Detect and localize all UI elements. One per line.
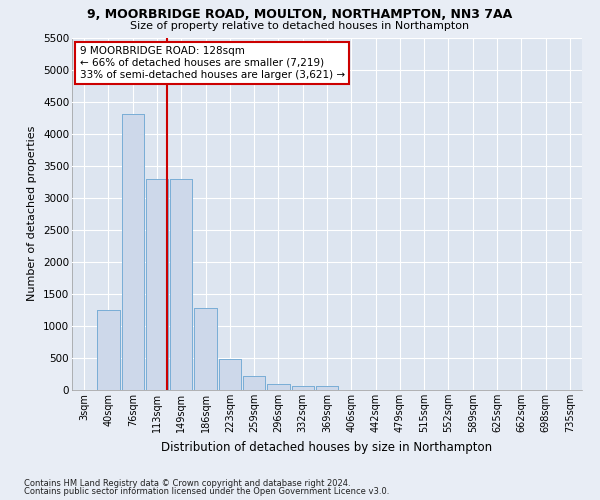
Bar bbox=[218, 358, 241, 390]
Bar bbox=[243, 376, 265, 390]
Bar bbox=[316, 386, 338, 390]
Bar bbox=[218, 358, 241, 390]
Bar bbox=[146, 178, 168, 390]
Bar bbox=[292, 386, 314, 390]
Bar bbox=[146, 178, 168, 390]
Bar bbox=[267, 384, 290, 390]
Text: Contains public sector information licensed under the Open Government Licence v3: Contains public sector information licen… bbox=[24, 487, 389, 496]
Bar bbox=[267, 384, 290, 390]
Y-axis label: Number of detached properties: Number of detached properties bbox=[28, 126, 37, 302]
Text: 9 MOORBRIDGE ROAD: 128sqm
← 66% of detached houses are smaller (7,219)
33% of se: 9 MOORBRIDGE ROAD: 128sqm ← 66% of detac… bbox=[80, 46, 345, 80]
Text: 9, MOORBRIDGE ROAD, MOULTON, NORTHAMPTON, NN3 7AA: 9, MOORBRIDGE ROAD, MOULTON, NORTHAMPTON… bbox=[88, 8, 512, 20]
Bar bbox=[194, 308, 217, 390]
Bar bbox=[97, 310, 119, 390]
Bar bbox=[122, 114, 144, 390]
Bar bbox=[243, 376, 265, 390]
Text: Size of property relative to detached houses in Northampton: Size of property relative to detached ho… bbox=[130, 21, 470, 31]
Bar bbox=[194, 308, 217, 390]
Bar bbox=[170, 178, 193, 390]
Bar bbox=[122, 114, 144, 390]
Text: Contains HM Land Registry data © Crown copyright and database right 2024.: Contains HM Land Registry data © Crown c… bbox=[24, 478, 350, 488]
Bar bbox=[97, 310, 119, 390]
Bar bbox=[316, 386, 338, 390]
Bar bbox=[292, 386, 314, 390]
Bar bbox=[170, 178, 193, 390]
X-axis label: Distribution of detached houses by size in Northampton: Distribution of detached houses by size … bbox=[161, 440, 493, 454]
